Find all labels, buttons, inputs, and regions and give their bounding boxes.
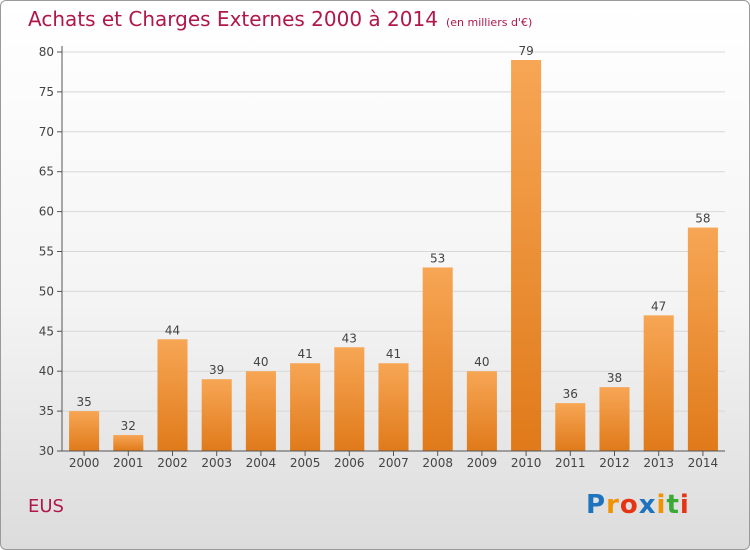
data-label: 41 bbox=[386, 347, 401, 361]
x-tick-label: 2004 bbox=[246, 456, 277, 470]
chart-title: Achats et Charges Externes 2000 à 2014 (e… bbox=[28, 7, 532, 31]
data-label: 32 bbox=[121, 419, 136, 433]
x-tick-label: 2007 bbox=[378, 456, 409, 470]
y-tick-label: 65 bbox=[39, 165, 54, 179]
data-label: 43 bbox=[342, 331, 357, 345]
y-tick-label: 35 bbox=[39, 404, 54, 418]
x-tick-label: 2009 bbox=[467, 456, 498, 470]
logo-letter: o bbox=[619, 490, 639, 520]
bar bbox=[511, 59, 542, 451]
x-tick-label: 2003 bbox=[201, 456, 232, 470]
y-tick-label: 70 bbox=[39, 125, 54, 139]
bar bbox=[334, 347, 365, 451]
bar bbox=[422, 267, 453, 451]
data-label: 41 bbox=[297, 347, 312, 361]
data-label: 39 bbox=[209, 363, 224, 377]
data-label: 53 bbox=[430, 251, 445, 265]
x-tick-label: 2013 bbox=[643, 456, 674, 470]
logo-letter: i bbox=[656, 490, 667, 520]
x-tick-label: 2014 bbox=[688, 456, 719, 470]
proxiti-logo[interactable]: Proxiti bbox=[586, 490, 690, 520]
data-label: 36 bbox=[563, 387, 578, 401]
y-tick-label: 50 bbox=[39, 284, 54, 298]
data-label: 58 bbox=[695, 212, 710, 226]
chart-subtitle: (en milliers d'€) bbox=[445, 16, 533, 29]
x-tick-label: 2002 bbox=[157, 456, 188, 470]
commune-name: EUS bbox=[28, 496, 64, 517]
bar bbox=[290, 363, 321, 451]
bar bbox=[69, 411, 100, 451]
logo-letter: P bbox=[586, 490, 607, 520]
x-tick-label: 2005 bbox=[290, 456, 321, 470]
bar bbox=[201, 379, 232, 451]
logo-letter: r bbox=[606, 490, 620, 520]
bar-series: 35 32 44 39 40 41 43 41 53 40 79 36 38 47 58 bbox=[69, 44, 718, 451]
x-tick-label: 2012 bbox=[599, 456, 630, 470]
y-tick-label: 55 bbox=[39, 245, 54, 259]
bar bbox=[643, 315, 674, 451]
y-tick-label: 30 bbox=[39, 444, 54, 458]
bar bbox=[599, 387, 630, 451]
y-tick-label: 80 bbox=[39, 45, 54, 59]
y-tick-label: 45 bbox=[39, 324, 54, 338]
x-tick-label: 2000 bbox=[69, 456, 100, 470]
x-tick-label: 2001 bbox=[113, 456, 144, 470]
bar bbox=[113, 435, 144, 451]
logo-letter: x bbox=[638, 490, 657, 520]
bar bbox=[157, 339, 188, 451]
x-tick-label: 2011 bbox=[555, 456, 586, 470]
data-label: 40 bbox=[253, 355, 268, 369]
y-tick-label: 40 bbox=[39, 364, 54, 378]
chart-title-text: Achats et Charges Externes 2000 à 2014 bbox=[28, 7, 438, 31]
bar bbox=[245, 371, 276, 451]
bar bbox=[466, 371, 497, 451]
y-tick-label: 60 bbox=[39, 205, 54, 219]
logo-letter: i bbox=[679, 490, 690, 520]
data-label: 44 bbox=[165, 323, 180, 337]
data-label: 40 bbox=[474, 355, 489, 369]
x-tick-label: 2010 bbox=[511, 456, 542, 470]
data-label: 38 bbox=[607, 371, 622, 385]
x-tick-label: 2008 bbox=[422, 456, 453, 470]
x-tick-label: 2006 bbox=[334, 456, 365, 470]
data-label: 47 bbox=[651, 299, 666, 313]
y-tick-label: 75 bbox=[39, 85, 54, 99]
data-label: 79 bbox=[518, 44, 533, 58]
logo-letter: t bbox=[666, 490, 680, 520]
data-label: 35 bbox=[76, 395, 91, 409]
bar bbox=[378, 363, 409, 451]
bar bbox=[555, 403, 586, 451]
axes: 30 35 40 45 50 55 60 65 70 75 80 2000 2001 2002 2003 20… bbox=[39, 45, 725, 470]
bar bbox=[687, 227, 718, 451]
